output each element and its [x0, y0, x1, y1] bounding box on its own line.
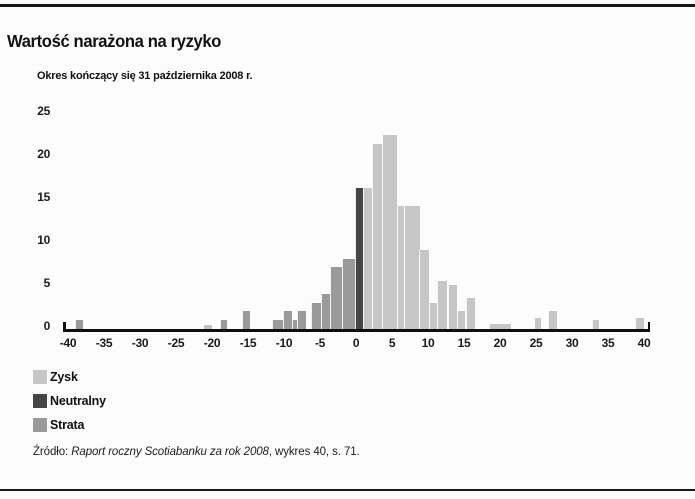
bar-strata: [241, 311, 251, 329]
legend-swatch-neutralny: [33, 394, 47, 408]
y-tick-label: 15: [37, 190, 50, 204]
chart-subtitle: Okres kończący się 31 października 2008 …: [37, 70, 253, 82]
bar-zysk: [371, 144, 382, 329]
bar-strata: [74, 320, 83, 329]
page-title: Wartość narażona na ryzyko: [7, 31, 222, 51]
bar-zysk: [397, 205, 405, 329]
bar-strata: [341, 258, 356, 329]
legend-label: Zysk: [50, 370, 78, 384]
source-suffix: , wykres 40, s. 71.: [268, 446, 360, 458]
legend-swatch-zysk: [33, 370, 47, 384]
x-tick-label: -15: [239, 336, 257, 350]
bar-zysk: [533, 318, 542, 329]
bar-zysk: [447, 285, 458, 329]
x-tick-label: -25: [167, 336, 185, 350]
bar-zysk: [592, 320, 600, 329]
source-prefix: Źródło:: [33, 446, 72, 458]
bar-zysk: [465, 298, 476, 329]
top-rule: [0, 4, 695, 7]
source-note: Źródło: Raport roczny Scotiabanku za rok…: [33, 446, 360, 458]
bar-strata: [311, 302, 322, 329]
x-tick-label: 10: [421, 336, 435, 350]
y-tick-label: 5: [43, 276, 51, 290]
legend-swatch-strata: [33, 418, 47, 432]
legend-label: Neutralny: [50, 394, 106, 408]
x-axis-left-cap: [63, 322, 66, 332]
bar-zysk: [363, 188, 372, 329]
y-tick-label: 25: [37, 104, 50, 118]
bar-zysk: [489, 323, 511, 329]
y-tick-label: 10: [37, 233, 50, 247]
bar-strata: [330, 267, 342, 329]
bar-strata: [219, 320, 228, 329]
source-work-title: Raport roczny Scotiabanku za rok 2008: [71, 446, 269, 458]
x-tick-label: -35: [95, 336, 113, 350]
legend-label: Strata: [50, 418, 85, 432]
x-tick-label: -10: [275, 336, 293, 350]
bar-zysk: [635, 318, 644, 329]
x-axis-line: [63, 329, 650, 332]
x-tick-label: -30: [131, 336, 149, 350]
bar-zysk: [428, 302, 438, 329]
x-tick-label: 25: [529, 336, 543, 350]
bar-strata: [272, 320, 283, 329]
bottom-rule: [0, 489, 695, 491]
y-tick-label: 0: [43, 319, 51, 333]
x-tick-label: 5: [388, 336, 396, 350]
bar-zysk: [381, 135, 397, 329]
bar-neutralny: [355, 188, 364, 329]
bar-zysk: [548, 311, 557, 329]
bar-strata: [296, 311, 306, 329]
bar-zysk: [418, 249, 429, 329]
bar-strata: [282, 311, 293, 329]
bar-zysk: [437, 280, 448, 329]
x-axis-right-cap: [647, 322, 650, 332]
bar-strata: [203, 324, 212, 329]
y-tick-label: 20: [37, 147, 50, 161]
bar-zysk: [404, 205, 421, 329]
x-tick-label: 15: [457, 336, 471, 350]
bar-strata: [291, 320, 299, 329]
x-tick-label: 0: [352, 336, 360, 350]
bar-zysk: [456, 311, 466, 329]
x-tick-label: 30: [565, 336, 579, 350]
x-tick-label: -40: [59, 336, 77, 350]
x-tick-label: -5: [314, 336, 326, 350]
bar-strata: [321, 293, 331, 329]
x-tick-label: -20: [203, 336, 221, 350]
x-tick-label: 35: [601, 336, 615, 350]
x-tick-label: 40: [637, 336, 651, 350]
x-tick-label: 20: [493, 336, 507, 350]
